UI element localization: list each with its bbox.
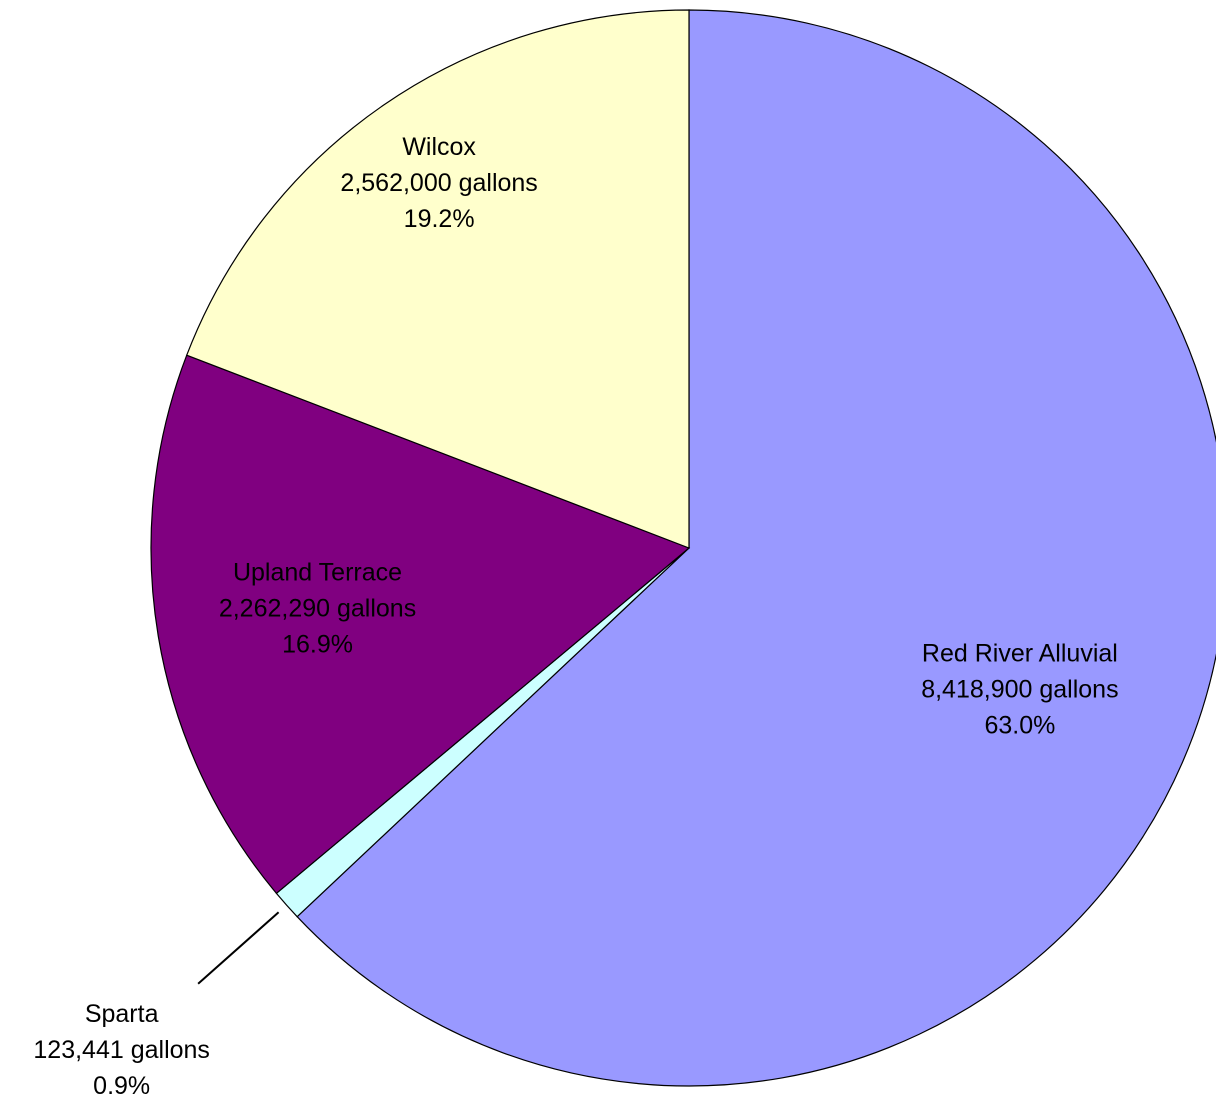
pie-slice xyxy=(150,354,691,895)
slice-percent-label: 0.9% xyxy=(93,1072,150,1100)
slice-percent-label: 19.2% xyxy=(404,205,475,233)
slice-value-label: 123,441 gallons xyxy=(33,1036,210,1064)
slice-label: Wilcox xyxy=(402,133,476,161)
slice-label: Upland Terrace xyxy=(233,559,402,587)
slice-label: Sparta xyxy=(85,1000,159,1028)
slice-label: Red River Alluvial xyxy=(922,640,1118,668)
slice-percent-label: 16.9% xyxy=(282,631,353,659)
slice-value-label: 8,418,900 gallons xyxy=(921,676,1118,704)
pie-slice xyxy=(185,9,690,549)
slice-value-label: 2,262,290 gallons xyxy=(219,595,416,623)
slice-value-label: 2,562,000 gallons xyxy=(340,169,537,197)
pie-slice xyxy=(296,9,1216,1087)
leader-line xyxy=(197,911,280,985)
slice-percent-label: 63.0% xyxy=(984,712,1055,740)
